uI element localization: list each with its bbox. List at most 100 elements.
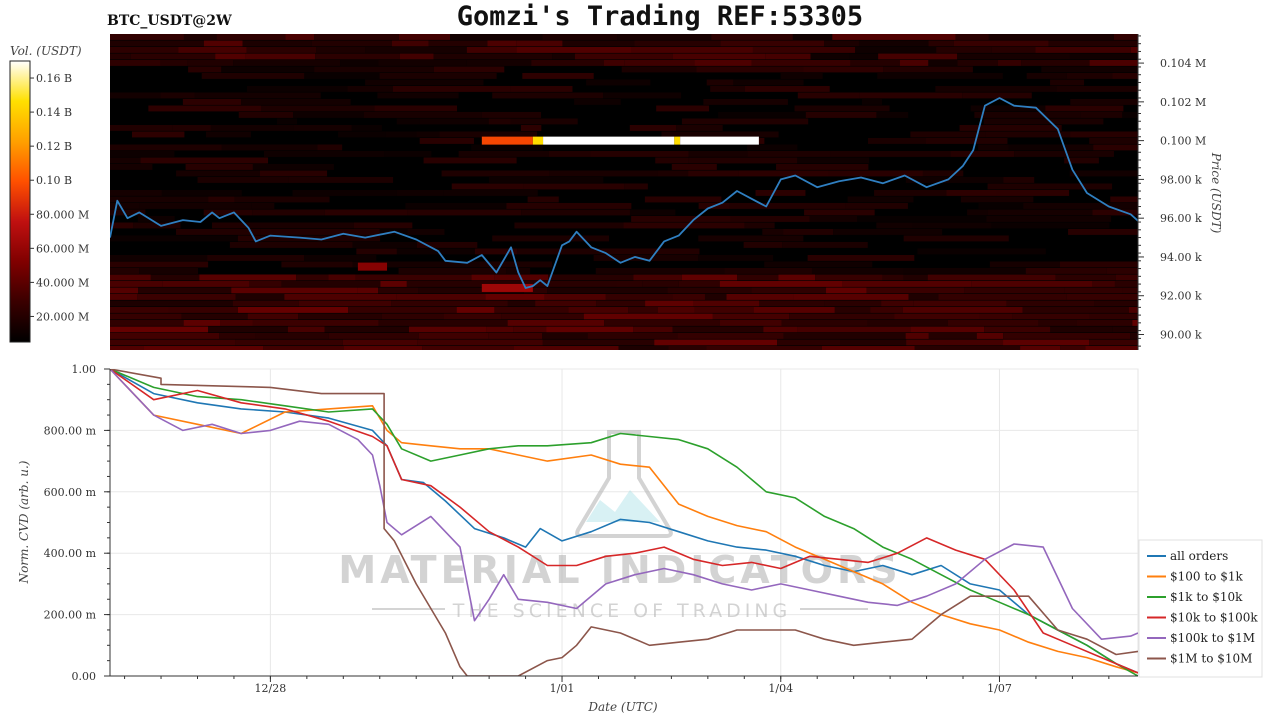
- heatmap-cell: [391, 40, 429, 47]
- heatmap-cell: [616, 281, 643, 287]
- heatmap-cell: [957, 53, 1070, 60]
- heatmap-cell: [110, 47, 179, 53]
- heatmap-cell: [443, 190, 538, 196]
- heatmap-cell: [833, 229, 943, 235]
- heatmap-cell: [260, 229, 380, 235]
- heatmap-cell: [423, 157, 517, 164]
- heatmap-cell: [1137, 242, 1138, 248]
- colorbar-title: Vol. (USDT): [10, 44, 82, 58]
- heatmap-cell: [698, 235, 804, 242]
- heatmap-cell: [139, 203, 252, 209]
- heatmap-cell: [176, 229, 261, 235]
- heatmap-cell: [494, 307, 569, 313]
- heatmap-cell: [644, 196, 722, 203]
- heatmap-cell: [936, 47, 992, 53]
- colorbar-tick-label: 60.000 M: [36, 242, 89, 255]
- heatmap-cell: [899, 60, 929, 66]
- heatmap-cell: [996, 190, 1070, 196]
- cvd-tick-label: 400.00 m: [44, 547, 97, 560]
- heatmap-cell: [1064, 157, 1099, 164]
- heatmap-cell: [352, 242, 418, 248]
- heatmap-cell: [1006, 300, 1095, 307]
- heatmap-cell: [719, 281, 843, 287]
- heatmap-cell: [914, 346, 1021, 350]
- heatmap-cell: [110, 274, 151, 281]
- heatmap-cell: [110, 294, 138, 300]
- heatmap-cell: [903, 268, 1026, 274]
- heatmap-cell: [671, 164, 717, 170]
- heatmap-cell: [110, 151, 175, 157]
- heatmap-cell: [381, 313, 444, 320]
- heatmap-cell: [710, 86, 745, 92]
- heatmap-cell: [855, 47, 937, 53]
- heatmap-cell: [877, 73, 1003, 79]
- heatmap-cell: [964, 287, 1065, 294]
- cvd-tick-label: 0.00: [72, 670, 97, 683]
- heatmap-cell: [928, 60, 958, 66]
- heatmap-cell: [207, 255, 305, 261]
- heatmap-cell: [991, 222, 1110, 229]
- colorbar-tick-label: 0.14 B: [36, 106, 72, 119]
- heatmap-cell: [458, 151, 549, 157]
- heatmap-cell: [380, 281, 407, 287]
- heatmap-cell: [777, 339, 841, 346]
- heatmap-cell: [631, 47, 753, 53]
- heatmap-cell: [161, 190, 242, 196]
- heatmap-cell: [304, 255, 377, 261]
- heatmap-cell: [488, 333, 543, 339]
- colorbar-tick-label: 0.16 B: [36, 72, 72, 85]
- heatmap-cell: [298, 313, 382, 320]
- heatmap-cell: [379, 73, 497, 79]
- heatmap-cell: [516, 40, 563, 47]
- heatmap-cell: [252, 209, 325, 216]
- legend: all orders $100 to $1k $1k to $10k $10k to …: [1138, 539, 1263, 678]
- heatmap-cell: [688, 170, 739, 177]
- heatmap-cell: [830, 151, 951, 157]
- heatmap-cell: [978, 144, 1009, 151]
- heatmap-cell: [252, 164, 334, 170]
- heatmap-cell: [876, 112, 909, 118]
- heatmap-cell: [866, 287, 965, 294]
- heatmap-cell: [110, 235, 238, 242]
- heatmap-cell: [946, 190, 997, 196]
- heatmap-cell: [378, 287, 419, 294]
- heatmap-cell: [544, 294, 606, 300]
- heatmap-cell: [908, 294, 939, 300]
- date-tick-label: 1/04: [768, 682, 793, 695]
- heatmap-cell: [744, 86, 830, 92]
- heatmap-cell: [1020, 346, 1061, 350]
- colorbar-tick-label: 0.12 B: [36, 140, 72, 153]
- heatmap-cell: [110, 209, 146, 216]
- heatmap-cell: [1069, 170, 1138, 177]
- heatmap-cell: [1060, 346, 1086, 350]
- heatmap-cell: [110, 326, 209, 333]
- heatmap-cell: [284, 294, 397, 300]
- heatmap-cell: [797, 326, 911, 333]
- heatmap-cell: [1089, 60, 1138, 66]
- heatmap-cell: [456, 307, 495, 313]
- heatmap-cell: [542, 333, 588, 339]
- heatmap-cell: [235, 294, 285, 300]
- heatmap-cell: [1112, 73, 1138, 79]
- heatmap-cell: [418, 333, 489, 339]
- heatmap-cell: [987, 183, 1113, 190]
- legend-label: $100k to $1M: [1170, 631, 1255, 645]
- heatmap-cell: [513, 326, 547, 333]
- heatmap-cell: [678, 281, 720, 287]
- heatmap-cell: [1115, 274, 1138, 281]
- colorbar-scale: [9, 60, 31, 343]
- heatmap-cell: [1066, 73, 1113, 79]
- heatmap-cell: [676, 125, 723, 131]
- heatmap-cell: [850, 60, 900, 66]
- price-tick-label: 90.00 k: [1160, 328, 1202, 341]
- heatmap-cell: [876, 222, 913, 229]
- heatmap-cell: [1130, 47, 1138, 53]
- heatmap-cell: [922, 170, 964, 177]
- heatmap-cell: [672, 294, 705, 300]
- heatmap-band: [481, 136, 533, 145]
- heatmap-cell: [160, 60, 188, 66]
- cvd-series-line: [110, 369, 1138, 640]
- heatmap-cell: [955, 34, 989, 40]
- heatmap-cell: [251, 203, 275, 209]
- heatmap-cell: [1014, 151, 1114, 157]
